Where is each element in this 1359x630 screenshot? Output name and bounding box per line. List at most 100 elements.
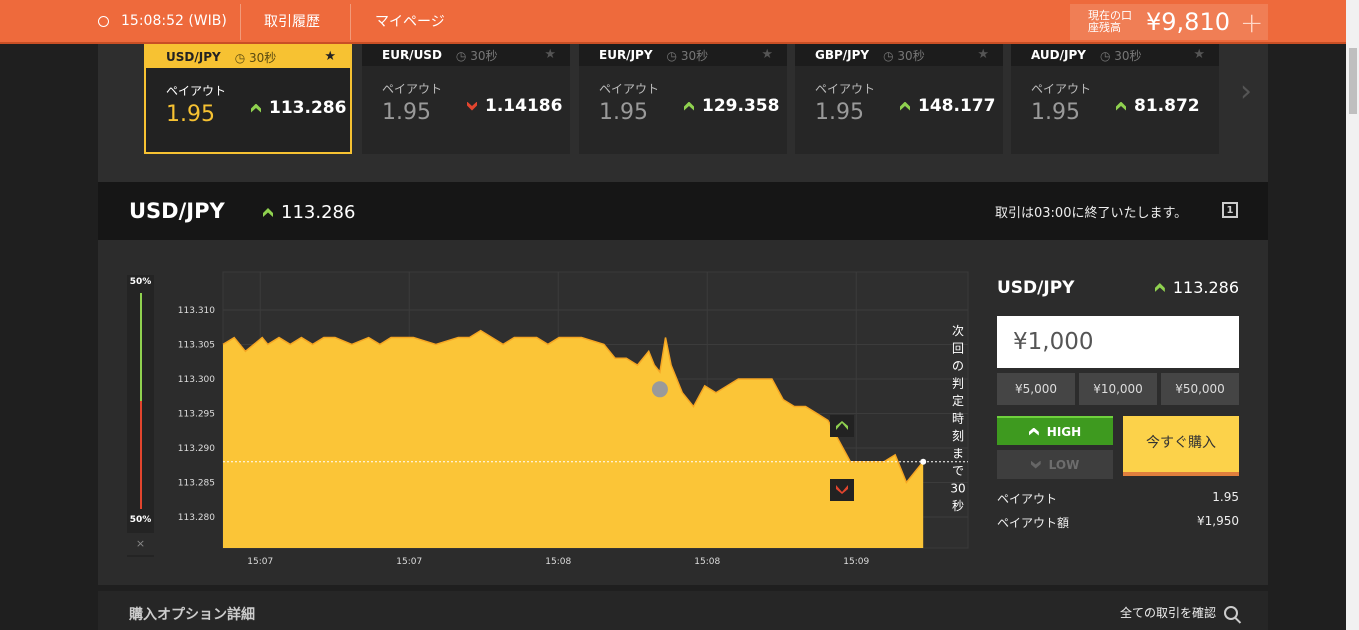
ticker-pair: AUD/JPY [1031,48,1086,62]
ticker-price: 148.177 [918,96,996,116]
ticker-payout: 1.95 [815,100,864,125]
ticker-pair: USD/JPY [166,50,221,64]
x-tick-label: 15:07 [247,557,273,567]
gauge-low-percent: 50% [129,515,152,525]
low-marker [830,479,854,501]
ticker-time: 30秒 [1114,48,1142,63]
low-label: LOW [1048,457,1080,472]
close-icon[interactable]: × [127,533,154,555]
x-tick-label: 15:09 [843,557,869,567]
chevron-right-icon[interactable]: › [1240,74,1252,109]
clock-icon: ◷ 30秒 [666,48,709,63]
ticker-pair: GBP/JPY [815,48,870,62]
clock-icon: ◷ 30秒 [455,48,498,63]
clock: 15:08:52 (WIB) [98,0,227,42]
ticker-payout: 1.95 [382,100,431,125]
ticker-pair: EUR/USD [382,48,442,62]
payout-amount-value: ¥1,950 [1197,514,1239,528]
pair-header: USD/JPY 113.286 取引は03:00に終了いたします。 1 [98,182,1268,240]
y-tick-label: 113.300 [178,375,215,385]
purchase-options-title: 購入オプション詳細 [129,607,255,623]
ticker-payout-label: ペイアウト [1031,82,1092,96]
ticker-card-audjpy[interactable]: AUD/JPY ◷ 30秒 ★ ペイアウト 1.95 81.872 [1011,44,1219,154]
countdown-label: 次回の判定時刻まで 30 秒 [950,324,965,513]
star-icon[interactable]: ★ [1193,47,1205,62]
ticker-payout-label: ペイアウト [166,84,227,98]
ticker-payout-label: ペイアウト [382,82,443,96]
x-tick-label: 15:08 [694,557,720,567]
clock-icon: ◷ 30秒 [234,50,277,65]
star-icon[interactable]: ★ [324,49,336,64]
price-area [223,330,924,548]
nav-mypage[interactable]: マイページ [375,14,445,30]
high-label: HIGH [1046,424,1082,439]
quick-amount-5000[interactable]: ¥5,000 [997,373,1075,405]
ticker-card-gbpjpy[interactable]: GBP/JPY ◷ 30秒 ★ ペイアウト 1.95 148.177 [795,44,1003,154]
trade-price: 113.286 [1154,278,1239,297]
ticker-price: 1.14186 [485,96,563,116]
scrollbar[interactable] [1346,0,1359,630]
up-arrow-icon [1154,283,1165,292]
ticker-card-eurusd[interactable]: EUR/USD ◷ 30秒 ★ ペイアウト 1.95 1.14186 [362,44,570,154]
payout-amount-label: ペイアウト額 [997,516,1070,530]
gauge-low-bar [140,401,142,509]
ticker-time: 30秒 [680,48,709,63]
down-arrow-icon [1030,460,1041,469]
down-arrow-icon [467,101,477,111]
gauge-high-percent: 50% [129,277,152,287]
nav-trade-history[interactable]: 取引履歴 [264,14,320,30]
pair-price: 113.286 [263,202,355,223]
clock-icon: ◷ 30秒 [883,48,925,63]
star-icon[interactable]: ★ [977,47,989,62]
amount-input[interactable]: ¥1,000 [997,316,1239,368]
price-chart: 113.310 113.305 113.300 113.295 113.290 113.2… [178,271,969,567]
low-button[interactable]: LOW [997,450,1113,479]
ticker-payout: 1.95 [1031,100,1080,125]
trade-panel: USD/JPY 113.286 ¥1,000 ¥5,000 ¥10,000 ¥5… [997,270,1239,570]
trading-close-note: 取引は03:00に終了いたします。 [995,206,1188,221]
star-icon[interactable]: ★ [761,47,773,62]
x-tick-label: 15:08 [545,557,571,567]
search-icon [1224,605,1239,620]
quick-amount-50000[interactable]: ¥50,000 [1161,373,1239,405]
balance-value: ¥9,810 [1146,8,1230,36]
y-tick-label: 113.310 [178,306,215,316]
ticker-time: 30秒 [470,48,498,63]
plus-icon[interactable]: + [1239,5,1264,39]
high-marker [830,415,854,437]
current-price-dot [920,458,927,465]
chart-panel: 50% 50% × 113.310 113.305 113.300 113.295 11… [98,240,1268,585]
ticker-price: 81.872 [1134,96,1200,116]
clock-icon: ◷ 30秒 [1099,48,1142,63]
buy-now-button[interactable]: 今すぐ購入 [1123,416,1239,476]
y-tick-label: 113.295 [178,409,215,419]
trade-pair: USD/JPY [997,278,1075,298]
y-tick-label: 113.280 [178,513,215,523]
balance-label: 現在の口座残高 [1088,9,1132,34]
ticker-card-eurjpy[interactable]: EUR/JPY ◷ 30秒 ★ ペイアウト 1.95 129.358 [579,44,787,154]
balance-box: 現在の口座残高 ¥9,810 + [1070,4,1268,40]
ticker-payout: 1.95 [599,100,648,125]
pair-title: USD/JPY [129,199,225,223]
ticker-payout-label: ペイアウト [599,82,660,96]
star-icon[interactable]: ★ [544,47,556,62]
scrollbar-thumb[interactable] [1349,48,1357,114]
down-arrow-icon [836,485,848,494]
ticker-payout: 1.95 [166,102,215,127]
ticker-pair: EUR/JPY [599,48,653,62]
ticker-price: 113.286 [269,98,347,118]
purchase-options-bar: 購入オプション詳細 全ての取引を確認 [98,591,1268,630]
entry-marker [651,381,668,398]
x-tick-label: 15:07 [396,557,422,567]
up-arrow-icon [1028,427,1039,436]
y-tick-label: 113.290 [178,444,215,454]
ticker-card-usdjpy[interactable]: USD/JPY ◷ 30秒 ★ ペイアウト 1.95 113.286 [144,44,352,154]
quick-amount-10000[interactable]: ¥10,000 [1079,373,1157,405]
trade-price-value: 113.286 [1172,278,1239,297]
view-all-trades-label: 全ての取引を確認 [1120,606,1217,620]
clock-icon [98,15,109,27]
view-all-trades-link[interactable]: 全ての取引を確認 [1120,604,1239,621]
price-line [222,329,924,484]
one-click-icon[interactable]: 1 [1222,202,1238,218]
high-button[interactable]: HIGH [997,416,1113,445]
